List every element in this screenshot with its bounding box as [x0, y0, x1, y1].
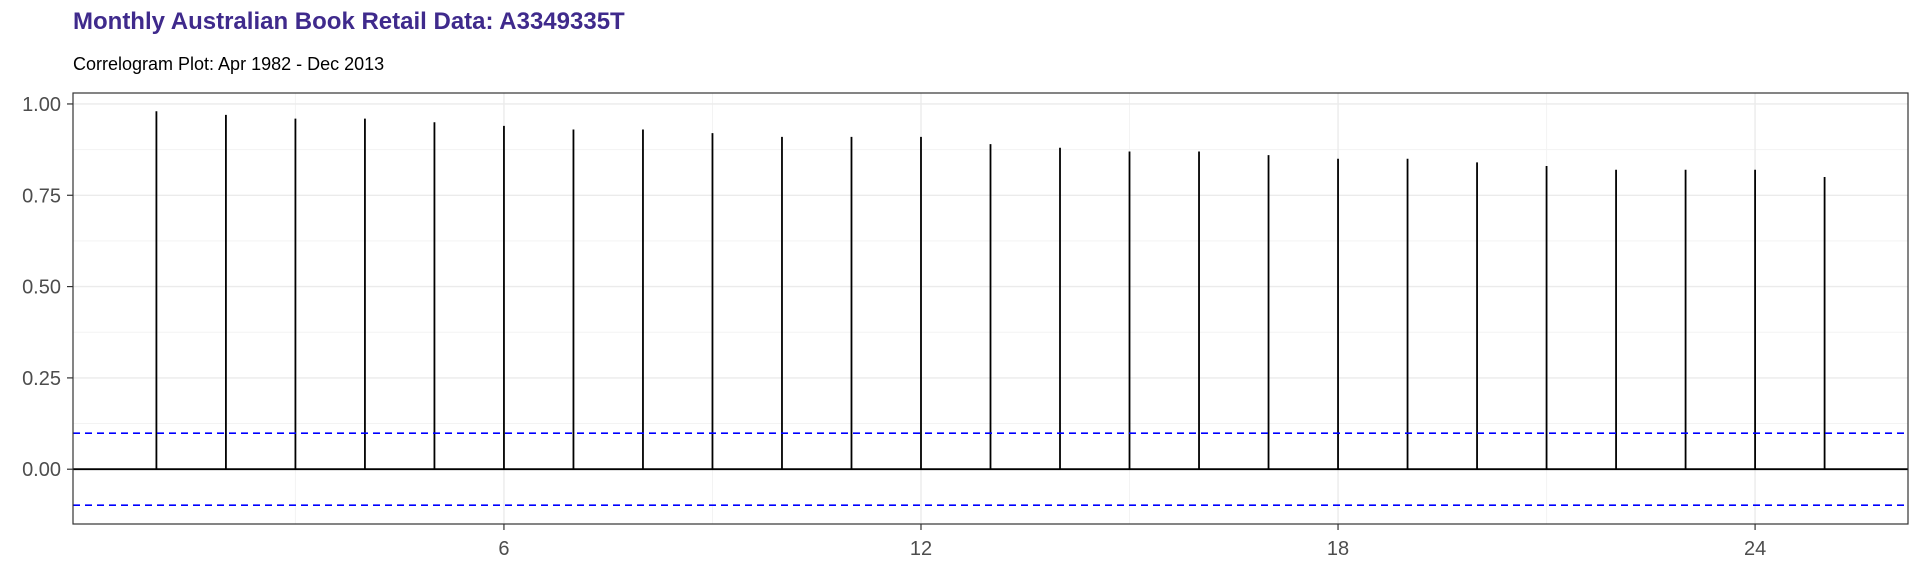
- y-tick-label: 0.75: [22, 185, 61, 207]
- y-tick-label: 0.50: [22, 277, 61, 299]
- panel-border: [72, 92, 1909, 525]
- x-tick-label: 24: [1744, 538, 1766, 560]
- x-axis-ticks: 6 12 18 24: [498, 524, 1766, 560]
- y-axis-ticks: 0.00 0.25 0.50 0.75 1.00: [22, 94, 73, 481]
- chart-subtitle: Correlogram Plot: Apr 1982 - Dec 2013: [73, 54, 385, 74]
- chart-title: Monthly Australian Book Retail Data: A33…: [73, 8, 625, 35]
- y-tick-label: 0.00: [22, 459, 61, 481]
- y-tick-label: 1.00: [22, 94, 61, 116]
- acf-stems: [155, 111, 1826, 470]
- x-tick-label: 12: [910, 538, 932, 560]
- confidence-bounds: [73, 432, 1908, 506]
- x-tick-label: 6: [498, 538, 509, 560]
- y-tick-label: 0.25: [22, 368, 61, 390]
- x-tick-label: 18: [1327, 538, 1349, 560]
